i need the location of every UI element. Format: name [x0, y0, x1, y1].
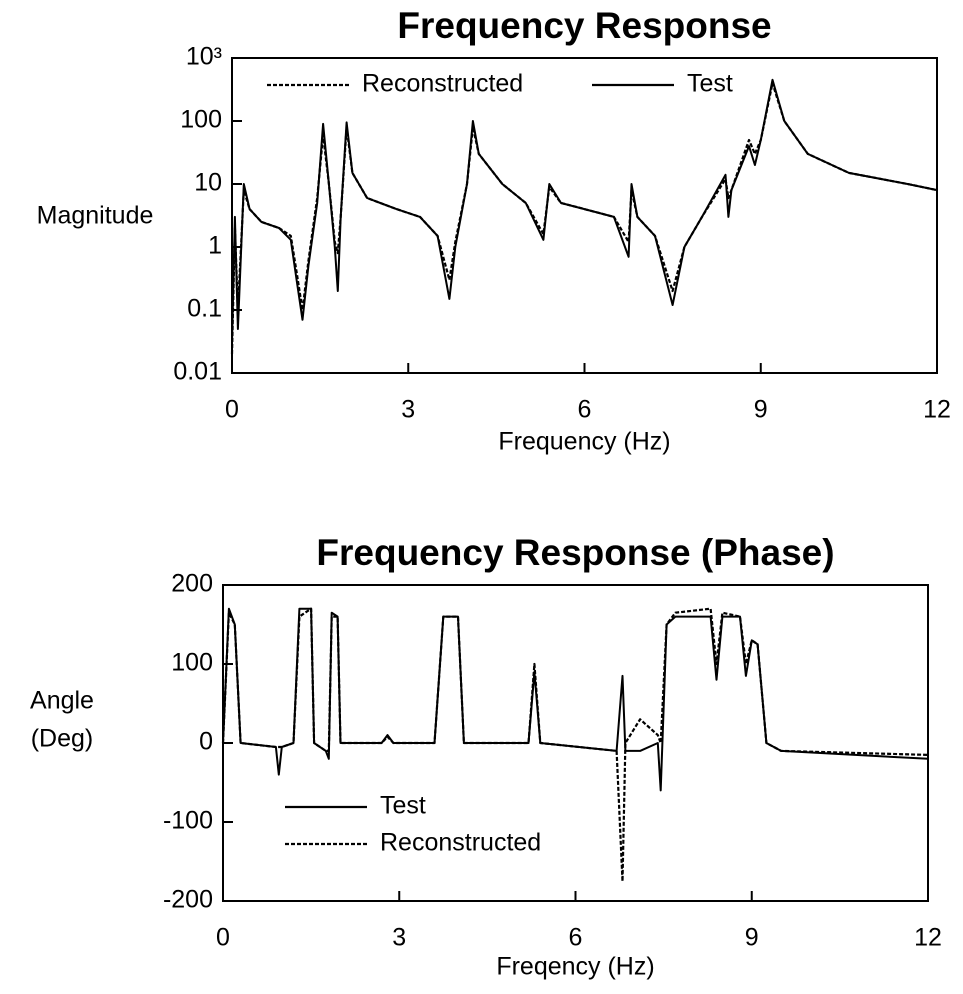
legend-label: Test: [380, 792, 426, 820]
y-tick-label: 1: [208, 232, 222, 260]
x-tick-label: 0: [216, 924, 230, 952]
legend-label: Reconstructed: [362, 70, 523, 98]
x-tick-label: 12: [923, 396, 951, 424]
y-axis-label: Angle: [30, 687, 94, 715]
y-tick-label: -100: [163, 807, 213, 835]
y-tick-label: -200: [163, 886, 213, 914]
y-axis-label: (Deg): [31, 725, 94, 753]
chart-title: Frequency Response: [397, 5, 771, 46]
x-tick-label: 9: [745, 924, 759, 952]
x-tick-label: 3: [401, 396, 415, 424]
y-tick-label: 10: [194, 169, 222, 197]
y-tick-label: 0.01: [173, 358, 222, 386]
y-tick-label: 10³: [186, 43, 222, 71]
y-tick-label: 0: [199, 728, 213, 756]
x-axis-label: Frequency (Hz): [498, 428, 670, 456]
data-line: [221, 607, 929, 883]
x-tick-label: 3: [392, 924, 406, 952]
y-tick-label: 100: [180, 106, 222, 134]
y-axis-label: Magnitude: [37, 202, 154, 230]
data-line: [222, 607, 929, 792]
legend-label: Test: [687, 70, 733, 98]
y-tick-label: 100: [171, 649, 213, 677]
plot-frame: [231, 57, 938, 374]
x-tick-label: 12: [914, 924, 942, 952]
y-tick-label: 0.1: [187, 295, 222, 323]
x-tick-label: 0: [225, 396, 239, 424]
x-tick-label: 6: [578, 396, 592, 424]
x-axis-label: Freqency (Hz): [496, 953, 654, 981]
chart-title: Frequency Response (Phase): [316, 532, 834, 573]
x-tick-label: 9: [754, 396, 768, 424]
data-line: [230, 82, 938, 355]
x-tick-label: 6: [569, 924, 583, 952]
data-line: [231, 78, 938, 343]
y-tick-label: 200: [171, 570, 213, 598]
legend-label: Reconstructed: [380, 829, 541, 857]
